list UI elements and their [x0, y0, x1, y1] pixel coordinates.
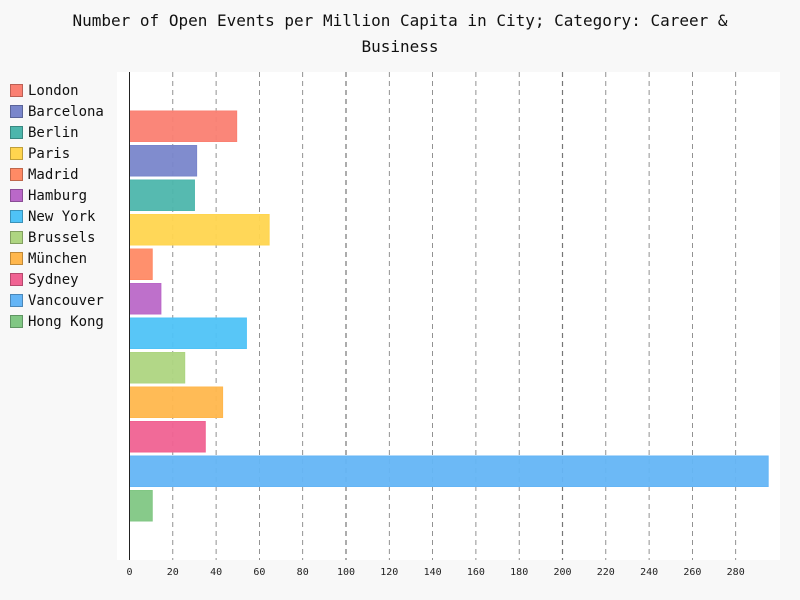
legend-label: Barcelona — [28, 103, 104, 120]
x-tick-label: 140 — [424, 567, 442, 578]
legend-item: Hamburg — [10, 185, 120, 206]
legend-swatch — [10, 273, 23, 286]
legend-item: München — [10, 248, 120, 269]
bar-brussels — [129, 352, 186, 384]
x-tick-label: 240 — [640, 567, 658, 578]
legend-label: München — [28, 250, 88, 267]
legend-item: Sydney — [10, 269, 120, 290]
x-tick-label: 100 — [337, 567, 355, 578]
legend-item: London — [10, 80, 120, 101]
legend-label: Hong Kong — [28, 313, 104, 330]
x-tick-label: 260 — [683, 567, 701, 578]
x-tick-label: 20 — [167, 567, 179, 578]
bar-madrid — [129, 248, 153, 280]
chart-title: Number of Open Events per Million Capita… — [72, 11, 738, 56]
bar-hamburg — [129, 283, 162, 315]
legend-swatch — [10, 210, 23, 223]
legend-item: New York — [10, 206, 120, 227]
x-tick-label: 120 — [380, 567, 398, 578]
x-tick-label: 220 — [597, 567, 615, 578]
x-tick-label: 180 — [510, 567, 528, 578]
bar-paris — [129, 214, 270, 246]
bar-sydney — [129, 421, 206, 453]
legend-label: London — [28, 82, 79, 99]
legend-swatch — [10, 315, 23, 328]
legend-label: Brussels — [28, 229, 96, 246]
legend-item: Vancouver — [10, 290, 120, 311]
legend-swatch — [10, 147, 23, 160]
legend-swatch — [10, 168, 23, 181]
x-tick-label: 0 — [126, 567, 132, 578]
legend: London Barcelona Berlin Paris Madrid Hamburg N… — [10, 80, 120, 332]
bar-münchen — [129, 386, 224, 418]
x-tick-label: 40 — [210, 567, 222, 578]
bar-hong-kong — [129, 490, 153, 522]
legend-swatch — [10, 294, 23, 307]
legend-swatch — [10, 189, 23, 202]
legend-item: Hong Kong — [10, 311, 120, 332]
bar-berlin — [129, 179, 195, 211]
legend-item: Barcelona — [10, 101, 120, 122]
legend-swatch — [10, 105, 23, 118]
legend-label: New York — [28, 208, 96, 225]
bar-barcelona — [129, 145, 198, 177]
bar-vancouver — [129, 455, 769, 487]
legend-label: Hamburg — [28, 187, 88, 204]
legend-swatch — [10, 252, 23, 265]
legend-item: Brussels — [10, 227, 120, 248]
legend-label: Madrid — [28, 166, 79, 183]
legend-label: Sydney — [28, 271, 79, 288]
bar-new-york — [129, 317, 247, 349]
legend-swatch — [10, 231, 23, 244]
legend-swatch — [10, 126, 23, 139]
x-tick-label: 60 — [253, 567, 265, 578]
x-tick-label: 160 — [467, 567, 485, 578]
bar-london — [129, 110, 238, 142]
x-tick-label: 280 — [727, 567, 745, 578]
legend-label: Paris — [28, 145, 71, 162]
legend-label: Vancouver — [28, 292, 104, 309]
legend-item: Berlin — [10, 122, 120, 143]
x-tick-label: 80 — [297, 567, 309, 578]
legend-item: Paris — [10, 143, 120, 164]
legend-swatch — [10, 84, 23, 97]
legend-item: Madrid — [10, 164, 120, 185]
legend-label: Berlin — [28, 124, 79, 141]
x-tick-label: 200 — [553, 567, 571, 578]
